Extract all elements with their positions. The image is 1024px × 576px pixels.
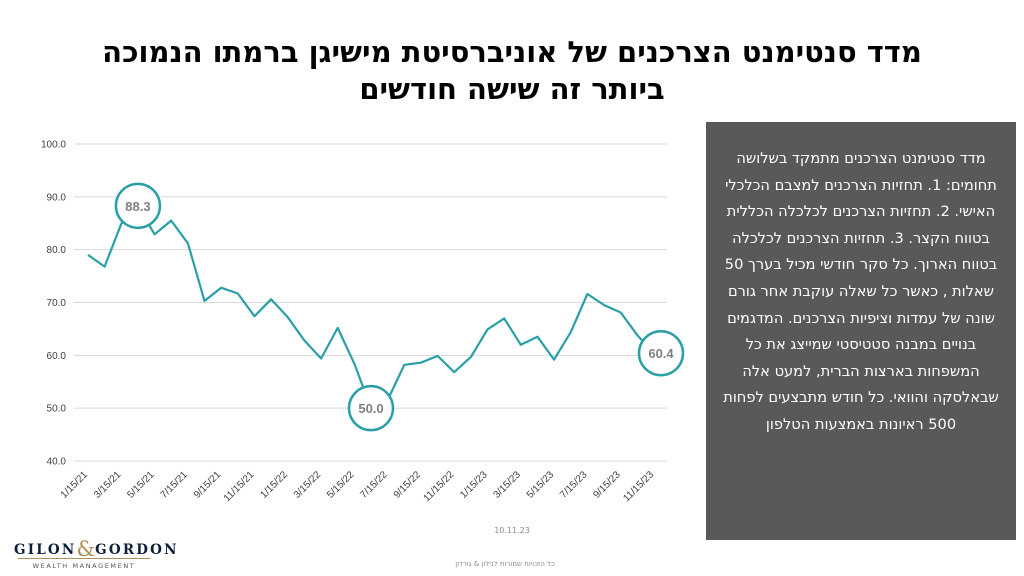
data-point [336,326,339,329]
y-tick-label: 40.0 [47,457,67,468]
x-tick-label: 11/15/23 [621,469,656,504]
data-point [403,363,406,366]
logo-subtitle: WEALTH MANAGEMENT [32,562,136,570]
x-tick-label: 9/15/23 [591,469,623,501]
y-tick-label: 50.0 [47,404,67,415]
data-point [469,355,472,358]
x-tick-label: 5/15/23 [525,469,557,501]
y-tick-label: 80.0 [47,245,67,256]
x-tick-label: 5/15/22 [325,469,357,501]
x-tick-label: 3/15/21 [92,469,124,501]
info-panel: מדד סנטימנט הצרכנים מתמקד בשלושה תחומים:… [706,122,1016,540]
data-point [236,292,239,295]
y-tick-label: 60.0 [47,351,67,362]
data-point [253,315,256,318]
x-tick-label: 9/15/22 [392,469,424,501]
date-stamp: 10.11.23 [494,526,530,535]
data-point [186,242,189,245]
callout-circle [347,384,395,432]
data-point [220,286,223,289]
title-line-2: ביותר זה שישה חודשים [359,72,665,106]
logo-right-word: GORDON [95,542,179,558]
x-tick-label: 5/15/21 [125,469,157,501]
data-point [436,354,439,357]
data-point [303,339,306,342]
data-point [503,317,506,320]
data-point [569,331,572,334]
data-point [636,334,639,337]
data-point [486,328,489,331]
y-tick-label: 90.0 [47,192,67,203]
data-point [320,357,323,360]
x-tick-label: 7/15/21 [159,469,191,501]
x-tick-label: 1/15/23 [458,469,490,501]
x-tick-label: 3/15/22 [292,469,324,501]
data-point [286,316,289,319]
x-tick-label: 9/15/21 [192,469,224,501]
data-point [353,362,356,365]
data-point [153,233,156,236]
logo-ampersand: & [76,537,96,561]
company-logo: GILON&GORDON WEALTH MANAGEMENT [14,535,176,571]
x-tick-label: 11/15/22 [422,469,457,504]
callout-circle [637,329,685,377]
data-point [553,358,556,361]
series-line [87,204,655,410]
x-tick-label: 3/15/23 [492,469,524,501]
data-point [586,293,589,296]
callout-circle [114,182,162,230]
x-tick-label: 7/15/23 [558,469,590,501]
logo-left-word: GILON [14,542,77,558]
data-point [453,371,456,374]
data-point [603,304,606,307]
x-tick-label: 7/15/22 [358,469,390,501]
title-line-1: מדד סנטימנט הצרכנים של אוניברסיטת מישיגן… [102,35,922,69]
callout-label: 60.4 [648,346,674,361]
data-point [536,335,539,338]
x-tick-label: 11/15/21 [222,469,257,504]
chart-title: מדד סנטימנט הצרכנים של אוניברסיטת מישיגן… [40,34,984,108]
data-point [87,253,90,256]
data-point [419,361,422,364]
y-tick-label: 70.0 [47,298,67,309]
logo-divider [18,558,150,559]
y-tick-label: 100.0 [41,140,66,151]
logo-wordmark: GILON&GORDON [14,537,176,561]
data-point [619,311,622,314]
data-point [103,265,106,268]
callout-label: 50.0 [358,401,383,416]
x-tick-label: 1/15/21 [59,469,91,501]
data-point [203,299,206,302]
callout-label: 88.3 [125,199,150,214]
data-point [270,298,273,301]
info-panel-text: מדד סנטימנט הצרכנים מתמקד בשלושה תחומים:… [723,150,999,433]
data-point [170,219,173,222]
x-tick-label: 1/15/22 [259,469,291,501]
copyright-footer: כל הזכויות שמורות לגילון & גורדון [455,560,555,568]
data-point [519,343,522,346]
